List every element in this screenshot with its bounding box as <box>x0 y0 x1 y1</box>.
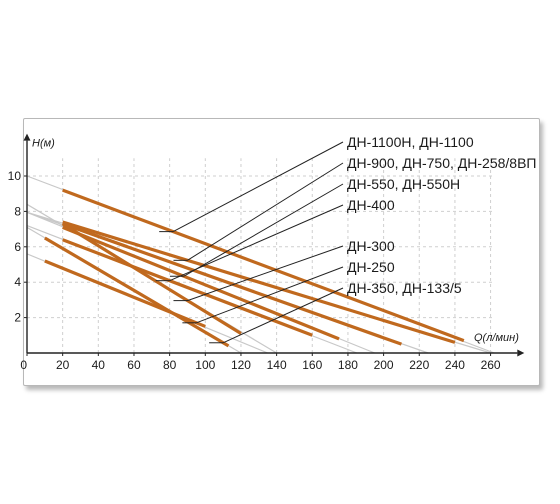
leader-line <box>172 141 344 233</box>
y-tick-label: 4 <box>14 275 21 289</box>
legend-label: ДН-900, ДН-750, ДН-258/8ВП <box>347 155 536 171</box>
x-tick-label: 260 <box>481 358 501 372</box>
y-tick-label: 6 <box>14 240 21 254</box>
x-tick-label: 220 <box>409 358 429 372</box>
leader-line <box>187 162 344 261</box>
leader-line <box>222 287 344 344</box>
x-tick-label: 120 <box>231 358 251 372</box>
leader-line <box>187 245 344 302</box>
x-tick-label: 40 <box>92 358 106 372</box>
x-axis-title: Q(л/мин) <box>474 332 519 344</box>
series-line <box>62 238 313 337</box>
y-tick-label: 8 <box>14 204 21 218</box>
leader-line <box>169 204 344 282</box>
legend-label: ДН-400 <box>347 197 395 213</box>
series-line <box>62 225 340 341</box>
x-tick-label: 20 <box>56 358 70 372</box>
series-line <box>61 222 242 335</box>
x-tick-label: 0 <box>20 358 27 372</box>
y-tick-label: 2 <box>14 311 21 325</box>
legend-label: ДН-550, ДН-550Н <box>347 176 460 192</box>
legend-label: ДН-250 <box>347 259 395 275</box>
y-axis-arrow <box>23 133 31 141</box>
series-line <box>44 236 230 348</box>
legend-label: ДН-350, ДН-133/5 <box>347 280 462 296</box>
x-tick-label: 140 <box>267 358 287 372</box>
y-axis-title: H(м) <box>32 138 55 150</box>
x-tick-label: 200 <box>374 358 394 372</box>
x-tick-label: 240 <box>445 358 465 372</box>
x-tick-label: 160 <box>302 358 322 372</box>
series-line <box>62 222 402 346</box>
leader-line <box>183 183 344 277</box>
x-axis-arrow <box>517 349 525 357</box>
y-tick-label: 10 <box>8 169 22 183</box>
x-tick-label: 100 <box>195 358 215 372</box>
series-line <box>62 220 456 344</box>
legend-label: ДН-1100Н, ДН-1100 <box>347 134 474 150</box>
series-line <box>62 188 465 343</box>
x-tick-label: 180 <box>338 358 358 372</box>
leader-line <box>196 266 344 324</box>
x-tick-label: 60 <box>127 358 141 372</box>
legend-label: ДН-300 <box>347 238 395 254</box>
x-tick-label: 80 <box>163 358 177 372</box>
